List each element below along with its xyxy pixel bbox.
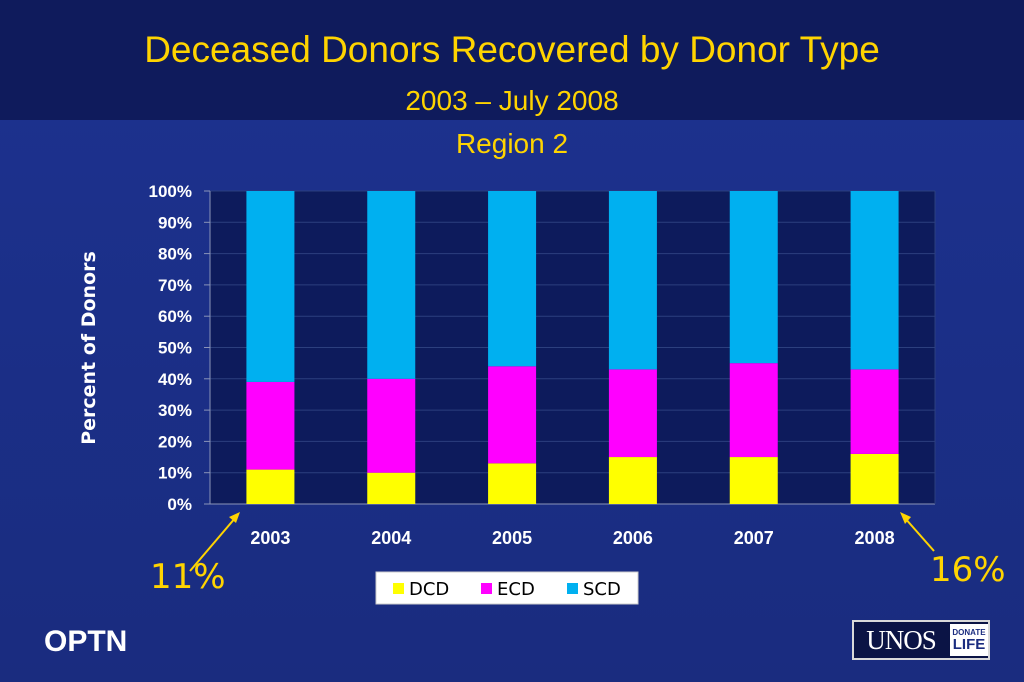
y-tick-label: 30% xyxy=(158,401,192,420)
bar-ecd-2003 xyxy=(246,381,295,470)
title-band xyxy=(0,0,1024,120)
legend-box xyxy=(375,571,639,605)
unos-wordmark: UNOS xyxy=(866,624,937,655)
bar-ecd-2004 xyxy=(367,378,416,473)
legend-label-scd: SCD xyxy=(583,579,621,600)
bar-dcd-2003 xyxy=(246,469,295,504)
bar-scd-2003 xyxy=(246,191,295,382)
bar-ecd-2005 xyxy=(488,366,537,464)
x-tick-label: 2006 xyxy=(613,528,653,548)
slide-title: Deceased Donors Recovered by Donor Type xyxy=(144,29,880,70)
bar-ecd-2008 xyxy=(850,369,899,454)
bar-ecd-2007 xyxy=(729,363,778,458)
y-tick-label: 20% xyxy=(158,432,192,451)
y-tick-label: 100% xyxy=(149,182,192,201)
bar-dcd-2006 xyxy=(608,457,657,504)
callout-2003-dcd-percent: 11% xyxy=(150,557,226,597)
donate-life-badge-top: DONATE xyxy=(952,627,986,637)
donate-life-badge-bottom: LIFE xyxy=(952,635,986,653)
bar-dcd-2008 xyxy=(850,453,899,504)
bar-dcd-2004 xyxy=(367,472,416,504)
x-tick-label: 2007 xyxy=(734,528,774,548)
legend-label-dcd: DCD xyxy=(409,579,449,600)
y-tick-label: 10% xyxy=(158,464,192,483)
y-axis-title: Percent of Donors xyxy=(78,251,100,445)
y-tick-label: 40% xyxy=(158,370,192,389)
y-tick-label: 70% xyxy=(158,276,192,295)
callout-arrowhead-right xyxy=(900,512,911,524)
legend-swatch-ecd xyxy=(481,583,492,594)
y-tick-label: 50% xyxy=(158,339,192,358)
bar-ecd-2006 xyxy=(608,369,657,458)
x-tick-label: 2004 xyxy=(371,528,411,548)
legend-label-ecd: ECD xyxy=(497,579,535,600)
legend-swatch-scd xyxy=(567,583,578,594)
bar-scd-2006 xyxy=(608,191,657,370)
bar-scd-2008 xyxy=(850,191,899,370)
x-tick-label: 2003 xyxy=(250,528,290,548)
y-tick-label: 90% xyxy=(158,213,192,232)
bar-dcd-2007 xyxy=(729,457,778,504)
y-tick-label: 60% xyxy=(158,307,192,326)
callout-arrowhead-left xyxy=(229,512,240,523)
y-tick-label: 0% xyxy=(167,495,192,514)
bar-scd-2005 xyxy=(488,191,537,367)
bar-scd-2004 xyxy=(367,191,416,379)
callout-arrow-right xyxy=(903,516,935,552)
callout-arrow-left xyxy=(189,516,237,572)
x-tick-label: 2005 xyxy=(492,528,532,548)
x-tick-label: 2008 xyxy=(855,528,895,548)
callout-2008-dcd-percent: 16% xyxy=(930,550,1006,590)
y-tick-label: 80% xyxy=(158,245,192,264)
legend-swatch-dcd xyxy=(393,583,404,594)
unos-donate-life-logo: UNOS DONATE LIFE xyxy=(852,620,990,660)
bar-dcd-2005 xyxy=(488,463,537,504)
bar-scd-2007 xyxy=(729,191,778,364)
donate-life-badge: DONATE LIFE xyxy=(950,624,988,656)
optn-footer-label: OPTN xyxy=(44,625,128,658)
slide-subtitle-date-range: 2003 – July 2008 xyxy=(405,85,619,116)
slide-subtitle-region: Region 2 xyxy=(455,128,569,159)
